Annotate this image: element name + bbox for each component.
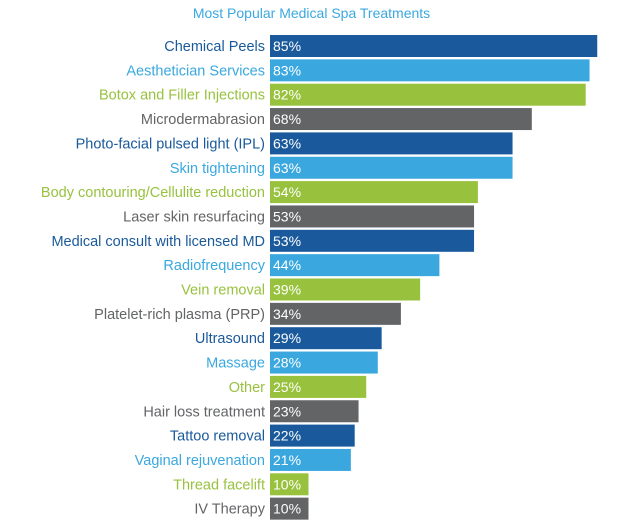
value-label-other: 25% xyxy=(273,379,301,395)
bar-vein-removal xyxy=(270,278,421,301)
value-label-medical-consult-with-licensed-md: 53% xyxy=(273,233,301,249)
value-label-botox-and-filler-injections: 82% xyxy=(273,87,301,103)
value-label-platelet-rich-plasma-prp: 34% xyxy=(273,306,301,322)
bar-massage xyxy=(270,351,378,374)
category-label-botox-and-filler-injections: Botox and Filler Injections xyxy=(99,88,265,104)
category-label-iv-therapy: IV Therapy xyxy=(194,502,265,518)
bar-iv-therapy xyxy=(270,497,309,520)
value-label-photo-facial-pulsed-light-ipl: 63% xyxy=(273,135,301,151)
bar-radiofrequency xyxy=(270,254,440,277)
category-label-tattoo-removal: Tattoo removal xyxy=(170,429,265,445)
bar-platelet-rich-plasma-prp xyxy=(270,302,401,325)
bar-laser-skin-resurfacing xyxy=(270,205,475,228)
category-label-ultrasound: Ultrasound xyxy=(195,331,265,347)
category-label-thread-facelift: Thread facelift xyxy=(173,477,265,493)
chart-title: Most Popular Medical Spa Treatments xyxy=(192,5,431,21)
value-label-vaginal-rejuvenation: 21% xyxy=(273,452,301,468)
value-label-aesthetician-services: 83% xyxy=(273,62,301,78)
bar-skin-tightening xyxy=(270,156,513,179)
bar-botox-and-filler-injections xyxy=(270,83,586,106)
category-label-medical-consult-with-licensed-md: Medical consult with licensed MD xyxy=(51,234,265,250)
category-label-photo-facial-pulsed-light-ipl: Photo-facial pulsed light (IPL) xyxy=(76,136,265,152)
bar-microdermabrasion xyxy=(270,108,532,131)
value-label-iv-therapy: 10% xyxy=(273,501,301,517)
bar-medical-consult-with-licensed-md xyxy=(270,229,475,252)
bar-thread-facelift xyxy=(270,473,309,496)
category-label-platelet-rich-plasma-prp: Platelet-rich plasma (PRP) xyxy=(94,307,265,323)
value-label-hair-loss-treatment: 23% xyxy=(273,403,301,419)
bar-photo-facial-pulsed-light-ipl xyxy=(270,132,513,155)
bar-ultrasound xyxy=(270,327,382,350)
bar-vaginal-rejuvenation xyxy=(270,448,351,471)
category-label-chemical-peels: Chemical Peels xyxy=(164,39,265,55)
category-label-hair-loss-treatment: Hair loss treatment xyxy=(143,404,265,420)
category-label-vaginal-rejuvenation: Vaginal rejuvenation xyxy=(135,453,265,469)
value-label-chemical-peels: 85% xyxy=(273,38,301,54)
value-label-skin-tightening: 63% xyxy=(273,160,301,176)
bar-tattoo-removal xyxy=(270,424,355,447)
category-label-radiofrequency: Radiofrequency xyxy=(163,258,265,274)
value-label-microdermabrasion: 68% xyxy=(273,111,301,127)
bar-aesthetician-services xyxy=(270,59,590,82)
category-label-laser-skin-resurfacing: Laser skin resurfacing xyxy=(123,209,265,225)
value-label-body-contouring-cellulite-reduction: 54% xyxy=(273,184,301,200)
bar-body-contouring-cellulite-reduction xyxy=(270,181,478,204)
bar-hair-loss-treatment xyxy=(270,400,359,423)
category-label-microdermabrasion: Microdermabrasion xyxy=(141,112,265,128)
category-label-vein-removal: Vein removal xyxy=(181,283,265,299)
value-label-tattoo-removal: 22% xyxy=(273,428,301,444)
value-label-radiofrequency: 44% xyxy=(273,257,301,273)
bar-chemical-peels xyxy=(270,35,598,57)
value-label-ultrasound: 29% xyxy=(273,330,301,346)
bar-other xyxy=(270,375,367,398)
category-label-massage: Massage xyxy=(206,356,265,372)
value-label-laser-skin-resurfacing: 53% xyxy=(273,208,301,224)
value-label-thread-facelift: 10% xyxy=(273,476,301,492)
category-label-other: Other xyxy=(229,380,265,396)
value-label-massage: 28% xyxy=(273,355,301,371)
category-label-skin-tightening: Skin tightening xyxy=(170,161,265,177)
category-label-aesthetician-services: Aesthetician Services xyxy=(126,63,265,79)
value-label-vein-removal: 39% xyxy=(273,282,301,298)
category-label-body-contouring-cellulite-reduction: Body contouring/Cellulite reduction xyxy=(41,185,265,201)
